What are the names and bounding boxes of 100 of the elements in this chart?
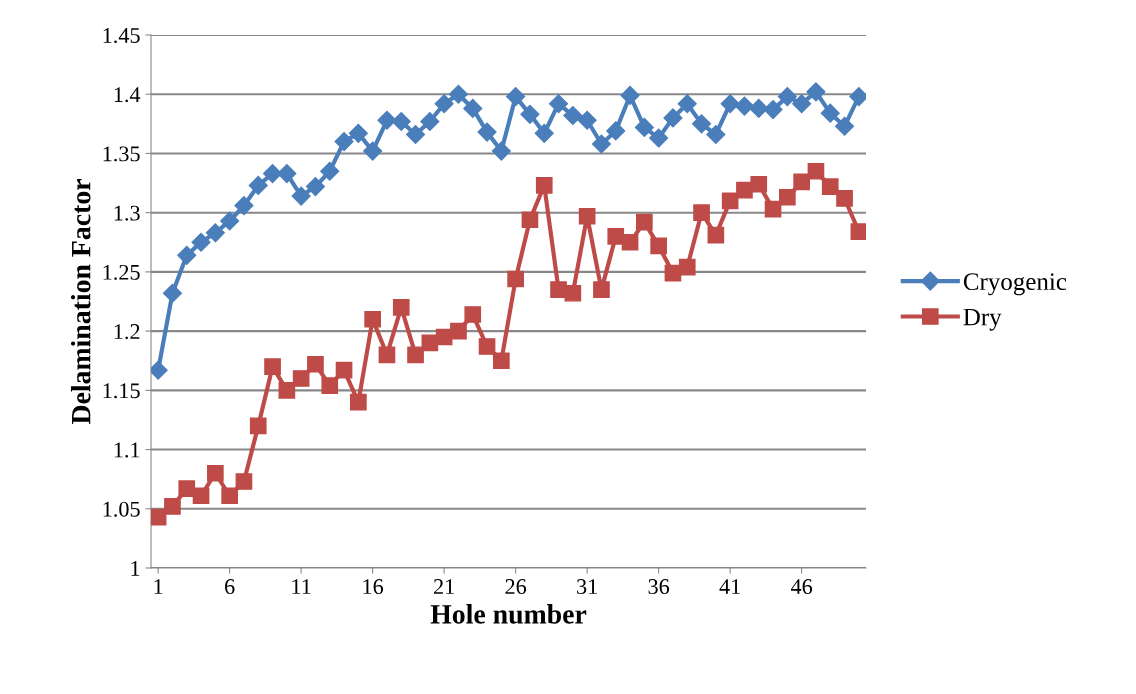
point [521,211,539,229]
point [363,141,383,161]
x-tick-label: 16 [363,579,384,595]
point [678,258,696,276]
x-axis-title: Hole number [430,604,587,624]
point [162,283,182,303]
point [507,270,524,288]
point [493,352,510,370]
point [448,84,468,104]
point [178,480,196,497]
point [777,87,797,107]
point [407,346,424,364]
point [721,192,739,210]
point [792,94,812,114]
point [420,111,440,131]
point [535,177,553,194]
point [720,94,740,114]
point [491,141,511,161]
point [636,213,653,231]
point [335,361,353,379]
point [563,106,583,126]
point [377,110,397,130]
y-tick-label: 1.05 [103,501,140,517]
point [392,299,410,316]
point [821,178,839,195]
x-tick-label: 31 [577,579,597,595]
point [734,96,754,116]
point [321,377,339,394]
legend-label: Dry [963,308,1002,331]
point [378,346,396,364]
point [291,186,311,206]
point [320,161,340,181]
point [835,116,855,136]
point [350,393,367,411]
point [191,232,211,252]
point [364,310,381,328]
point [750,175,768,193]
point [249,417,267,435]
x-tick-label: 6 [225,579,235,595]
point [607,228,625,245]
point [649,128,669,148]
point [550,281,567,298]
point [278,381,296,399]
point [207,464,224,482]
point [234,196,254,216]
point [307,355,324,373]
point [693,204,710,222]
point [235,473,253,490]
point [634,117,654,137]
point [164,498,181,515]
point [305,177,325,197]
point [836,190,853,207]
point [506,87,526,107]
point [577,110,597,130]
point [434,94,454,114]
point [477,122,497,142]
point [277,164,297,184]
x-tick-label: 46 [790,579,813,595]
point [850,223,866,240]
point [564,284,582,302]
y-tick-label: 1.2 [114,324,140,340]
point [621,233,639,251]
x-tick-label: 41 [719,579,740,594]
point [707,226,725,244]
y-tick-label: 1 [131,561,140,576]
point [591,134,611,154]
point [478,338,496,355]
x-tick-label: 36 [648,579,670,595]
x-tick-label: 11 [292,579,311,594]
point [593,281,610,298]
point [248,175,268,195]
point [578,207,596,225]
y-tick-label: 1.25 [103,264,140,280]
point [292,370,310,387]
point [606,121,626,141]
x-tick-label: 1 [154,579,163,594]
point [177,245,197,265]
point [464,306,482,323]
point [450,322,467,340]
point [749,98,769,118]
x-tick-label: 21 [434,579,454,594]
point [820,103,840,123]
point [221,487,238,505]
point [264,358,281,375]
y-tick-label: 1.45 [103,28,140,44]
point [220,211,240,231]
point [779,188,796,206]
y-tick-label: 1.4 [114,87,141,103]
point [463,98,483,118]
y-tick-label: 1.35 [103,146,140,162]
point [520,104,540,124]
point [793,173,810,191]
point [406,124,426,145]
point [807,162,825,180]
point [334,132,354,152]
point [348,123,368,143]
point [663,108,683,128]
point [534,123,554,143]
point [391,111,411,131]
point [650,237,667,255]
